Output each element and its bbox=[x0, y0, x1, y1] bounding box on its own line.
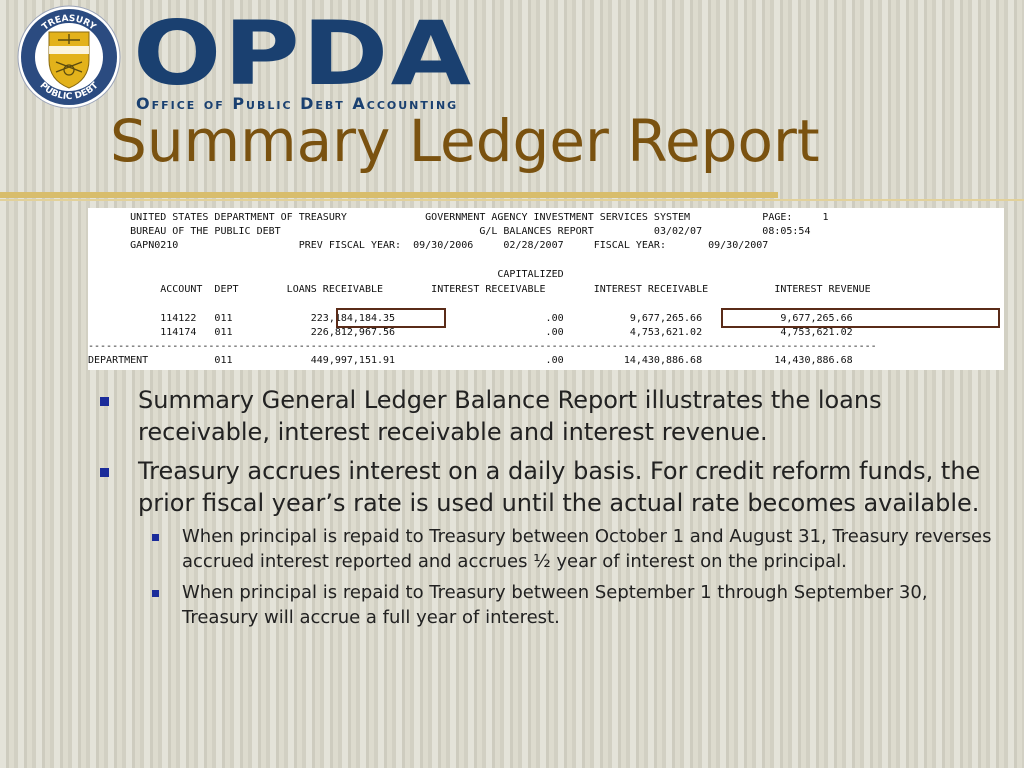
report-column-header: ACCOUNT DEPT LOANS RECEIVABLE INTEREST R… bbox=[88, 284, 871, 295]
bullet-marker-icon bbox=[100, 468, 109, 477]
bullet-text: Treasury accrues interest on a daily bas… bbox=[138, 457, 981, 517]
sub-bullet-text: When principal is repaid to Treasury bet… bbox=[182, 582, 928, 628]
loans-receivable-highlight-box bbox=[336, 308, 446, 328]
sub-bullet-marker-icon bbox=[152, 590, 159, 597]
bullet-item: Treasury accrues interest on a daily bas… bbox=[100, 455, 1000, 630]
opda-logo-wordmark: OPDA bbox=[133, 2, 474, 105]
treasury-seal-logo: TREASURY PUBLIC DEBT bbox=[17, 5, 121, 109]
sub-bullet-list: When principal is repaid to Treasury bet… bbox=[138, 524, 1000, 630]
sub-bullet-marker-icon bbox=[152, 534, 159, 541]
report-separator: ----------------------------------------… bbox=[88, 341, 877, 352]
title-divider bbox=[0, 192, 778, 198]
report-header-line: UNITED STATES DEPARTMENT OF TREASURY GOV… bbox=[88, 212, 829, 223]
bullet-text: Summary General Ledger Balance Report il… bbox=[138, 386, 882, 446]
report-data-row: 114122 011 223,184,184.35 .00 9,677,265.… bbox=[88, 313, 853, 324]
sub-bullet-item: When principal is repaid to Treasury bet… bbox=[138, 524, 1000, 574]
sub-bullet-item: When principal is repaid to Treasury bet… bbox=[138, 580, 1000, 630]
ledger-report-printout: UNITED STATES DEPARTMENT OF TREASURY GOV… bbox=[88, 208, 1004, 370]
sub-bullet-text: When principal is repaid to Treasury bet… bbox=[182, 526, 992, 572]
bullet-marker-icon bbox=[100, 397, 109, 406]
report-header-line: BUREAU OF THE PUBLIC DEBT G/L BALANCES R… bbox=[88, 226, 811, 237]
report-total-row: DEPARTMENT 011 449,997,151.91 .00 14,430… bbox=[88, 355, 853, 366]
opda-logo-subtitle: Office of Public Debt Accounting bbox=[136, 94, 459, 113]
bullet-list: Summary General Ledger Balance Report il… bbox=[100, 384, 1000, 637]
title-divider-thin bbox=[0, 199, 1024, 201]
interest-highlight-box bbox=[721, 308, 1000, 328]
slide-title: Summary Ledger Report bbox=[110, 107, 820, 175]
report-header-line: GAPN0210 PREV FISCAL YEAR: 09/30/2006 02… bbox=[88, 240, 769, 251]
bullet-item: Summary General Ledger Balance Report il… bbox=[100, 384, 1000, 448]
report-data-row: 114174 011 226,812,967.56 .00 4,753,621.… bbox=[88, 327, 853, 338]
report-column-header: CAPITALIZED bbox=[88, 269, 564, 280]
